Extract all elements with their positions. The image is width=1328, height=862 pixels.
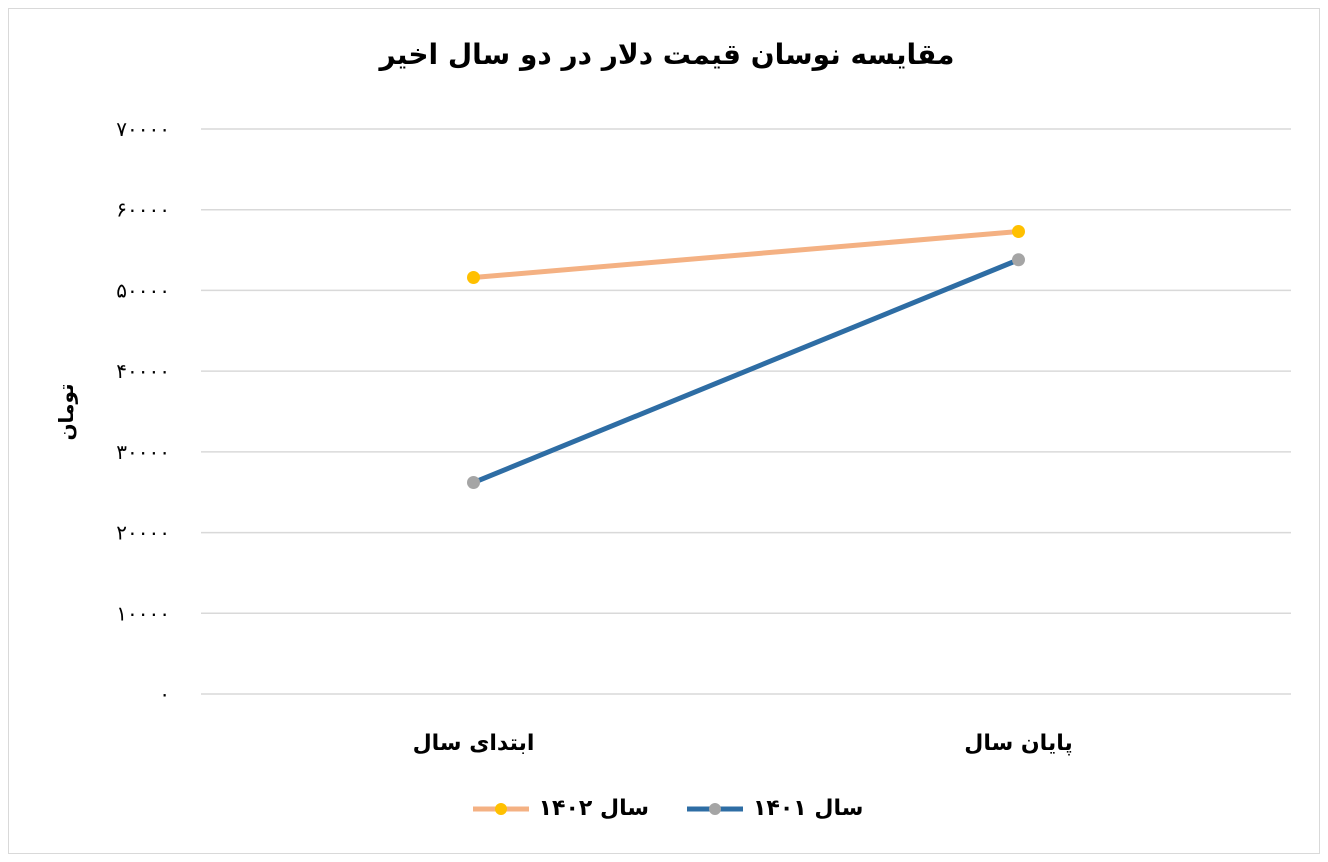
legend-swatch-1401 [687, 802, 743, 815]
x-tick-label: پایان سال [964, 731, 1072, 756]
series-0-point-1 [1012, 253, 1025, 267]
legend-item-1402: سال ۱۴۰۲ [471, 796, 649, 821]
legend: سال ۱۴۰۲ سال ۱۴۰۱ [0, 796, 1328, 821]
series-0-point-0 [467, 476, 480, 490]
y-tick-label: ۱۰۰۰۰ [116, 601, 170, 625]
chart-title: مقایسه نوسان قیمت دلار در دو سال اخیر [379, 38, 955, 71]
y-tick-label: ۳۰۰۰۰ [116, 440, 170, 464]
series-lines [467, 225, 1025, 490]
x-tick-labels: ابتدای سال پایان سال [413, 731, 1073, 756]
y-tick-label: ۲۰۰۰۰ [116, 521, 170, 545]
legend-item-1401: سال ۱۴۰۱ [685, 796, 863, 821]
gridlines [201, 128, 1291, 695]
y-tick-label: ۰ [159, 682, 170, 706]
legend-label-1402: سال ۱۴۰۲ [538, 796, 649, 821]
legend-label-1401: سال ۱۴۰۱ [753, 796, 864, 821]
chart-frame [8, 8, 1320, 854]
x-tick-label: ابتدای سال [413, 731, 535, 756]
y-tick-label: ۴۰۰۰۰ [116, 359, 170, 383]
y-tick-label: ۷۰۰۰۰ [116, 117, 170, 141]
series-line-0 [471, 257, 1021, 486]
y-tick-label: ۵۰۰۰۰ [116, 278, 170, 302]
series-line-1 [471, 229, 1021, 281]
series-1-point-1 [1012, 225, 1025, 239]
series-1-point-0 [467, 271, 480, 285]
y-tick-labels: ۰ ۱۰۰۰۰ ۲۰۰۰۰ ۳۰۰۰۰ ۴۰۰۰۰ ۵۰۰۰۰ ۶۰۰۰۰ ۷۰۰۰۰ [116, 117, 170, 706]
legend-swatch-1402 [472, 802, 529, 815]
y-tick-label: ۶۰۰۰۰ [116, 198, 170, 222]
